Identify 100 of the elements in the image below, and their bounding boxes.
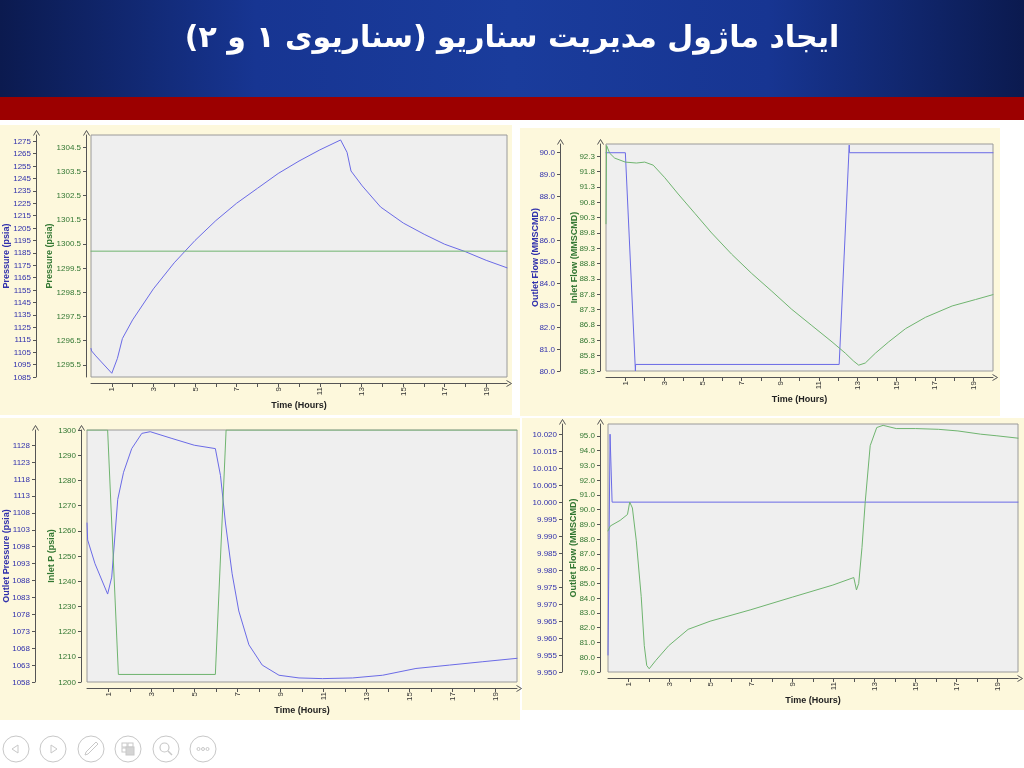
y2-tick-label: 90.3 [579,213,596,223]
y-tick-label: 1093 [12,559,31,569]
y2-tick-label: 1296.5 [56,336,82,346]
y-tick-label: 1078 [12,609,31,619]
y-axis-title: Outlet Pressure (psia) [0,509,11,603]
y-tick-label: 1073 [12,626,31,636]
y-tick-label: 1235 [13,186,32,196]
y-tick-label: 1098 [12,542,31,552]
y2-tick-label: 94.0 [579,446,596,456]
y2-tick-label: 1200 [58,677,77,687]
y2-tick-label: 1280 [58,475,77,485]
x-tick-label: 11 [829,681,838,691]
y2-tick-label: 89.3 [579,243,596,253]
x-tick-label: 9 [273,386,283,392]
y-tick-label: 1245 [13,173,32,183]
y2-tick-label: 91.3 [579,182,596,192]
y2-tick-label: 88.3 [579,274,596,284]
y-tick-label: 1128 [12,440,31,450]
y-tick-label: 1085 [13,372,32,382]
y2-tick-label: 1304.5 [56,142,82,152]
y2-tick-label: 1298.5 [56,287,82,297]
x-axis-title: Time (Hours) [274,704,330,715]
x-axis-title: Time (Hours) [271,399,327,410]
x-tick-label: 7 [233,691,242,697]
y-tick-label: 1125 [13,322,32,332]
x-tick-label: 7 [736,380,746,386]
x-tick-label: 15 [891,380,901,390]
y-tick-label: 1063 [12,660,31,670]
y-tick-label: 10.015 [532,446,558,456]
x-tick-label: 5 [190,691,199,697]
y2-tick-label: 81.0 [579,637,596,647]
y2-tick-label: 86.0 [579,564,596,574]
x-tick-label: 7 [747,681,756,687]
y-tick-label: 87.0 [539,213,556,223]
y2-tick-label: 84.0 [579,593,596,603]
y-tick-label: 9.985 [536,548,558,558]
y2-tick-label: 85.8 [579,351,596,361]
y2-tick-label: 1299.5 [56,263,82,273]
y-tick-label: 1088 [12,576,31,586]
y2-tick-label: 91.8 [579,167,596,177]
y-tick-label: 1255 [13,161,32,171]
x-tick-label: 15 [911,681,920,691]
y2-tick-label: 89.8 [579,228,596,238]
y2-tick-label: 1300.5 [56,239,82,249]
y2-tick-label: 1260 [58,526,77,536]
y-tick-label: 1108 [12,508,31,518]
x-tick-label: 7 [232,386,242,392]
y2-tick-label: 1250 [58,551,77,561]
y-tick-label: 1058 [12,677,31,687]
y-tick-label: 1175 [13,260,32,270]
y-tick-label: 82.0 [539,322,556,332]
x-tick-label: 13 [362,691,371,701]
y-tick-label: 1068 [12,643,31,653]
y-tick-label: 1185 [13,248,32,258]
y-tick-label: 9.960 [536,633,558,643]
y-tick-label: 9.970 [536,599,558,609]
chart-title: ایجاد ماژول مدیریت سناریو (سناریوی ۱ و ۲) [183,18,841,57]
y-tick-label: 89.0 [539,170,556,180]
x-tick-label: 5 [706,681,715,687]
x-tick-label: 1 [104,691,113,697]
y-tick-label: 1135 [13,310,32,320]
y2-tick-label: 1300 [58,425,77,435]
y-tick-label: 9.975 [536,582,558,592]
x-tick-label: 3 [659,380,669,386]
y2-tick-label: 83.0 [579,608,596,618]
x-tick-label: 15 [398,386,408,396]
x-tick-label: 11 [814,380,824,390]
y-tick-label: 1195 [13,235,32,245]
x-tick-label: 15 [405,691,414,701]
y-tick-label: 1205 [13,223,32,233]
y-tick-label: 1215 [13,211,32,221]
y-tick-label: 1118 [13,474,31,484]
y2-tick-label: 1297.5 [56,312,82,321]
y-tick-label: 85.0 [539,257,556,267]
y2-tick-label: 1270 [58,501,77,511]
y2-tick-label: 87.0 [579,549,596,559]
y2-tick-label: 86.8 [579,320,596,330]
y-tick-label: 9.980 [536,565,558,575]
y2-axis-title: Pressure (psia) [43,223,54,289]
y-tick-label: 81.0 [539,344,556,354]
y2-tick-label: 88.0 [579,534,596,544]
y2-tick-label: 1303.5 [56,166,82,176]
x-tick-label: 3 [147,691,156,697]
y-tick-label: 1165 [13,273,32,283]
x-tick-label: 1 [620,380,630,386]
x-tick-label: 17 [952,681,961,691]
y-tick-label: 1103 [12,525,31,535]
y2-tick-label: 87.3 [579,305,596,315]
y-tick-label: 84.0 [539,279,556,289]
y2-tick-label: 93.0 [579,460,596,470]
y-tick-label: 1115 [14,335,32,345]
y-tick-label: 1265 [13,149,32,159]
y-tick-label: 9.995 [536,514,558,524]
x-axis-title: Time (Hours) [785,694,841,705]
y-tick-label: 9.990 [536,531,558,541]
y2-axis-title: Inlet Flow (MMSCMD) [568,211,579,304]
y-axis-title: Outlet Flow (MMSCMD) [529,208,540,307]
y2-tick-label: 80.0 [579,652,596,662]
y2-tick-label: 1301.5 [56,215,82,225]
y-tick-label: 80.0 [539,366,556,376]
